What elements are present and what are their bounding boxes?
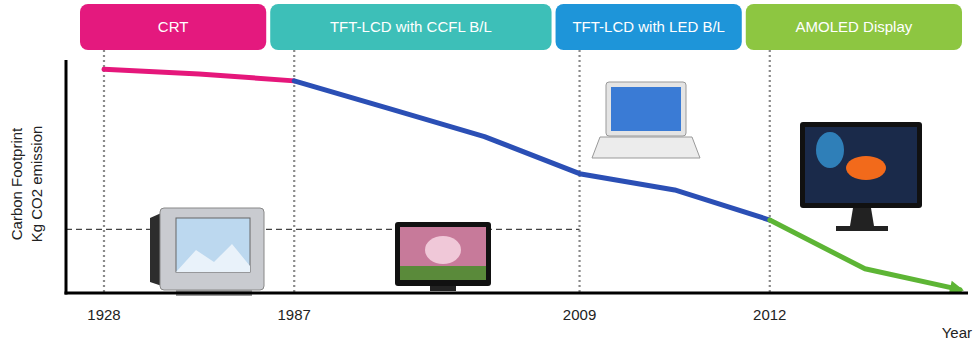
era-label: TFT-LCD with LED B/L xyxy=(572,18,725,35)
laptop-base xyxy=(592,137,700,158)
monitor-frame xyxy=(800,122,922,208)
x-axis xyxy=(65,292,969,295)
era-label-line: AMOLED Display xyxy=(796,18,913,35)
monitor-base xyxy=(836,226,888,231)
era-band xyxy=(556,4,742,50)
x-tick-label: 1928 xyxy=(87,306,120,323)
grid-line xyxy=(293,50,295,292)
device-pictures xyxy=(150,82,922,296)
data-lines xyxy=(104,69,964,294)
y-axis-title: Carbon Footprint xyxy=(8,127,25,240)
lcd-screen xyxy=(400,227,486,280)
monitor-stand xyxy=(850,208,874,226)
lcd-leaves xyxy=(400,266,486,280)
y-axis-title: Kg CO2 emission xyxy=(28,126,45,243)
y-axis xyxy=(65,60,68,295)
x-tick-label: 2009 xyxy=(563,306,596,323)
era-label-line: TFT-LCD with CCFL B/L xyxy=(330,18,492,35)
grid-line xyxy=(103,50,105,292)
series-line xyxy=(104,69,294,81)
monitor-screen xyxy=(805,127,917,203)
era-label-line: CRT xyxy=(158,18,189,35)
lcd-flower xyxy=(425,236,461,264)
era-band xyxy=(270,4,551,50)
monitor-fish xyxy=(846,156,886,180)
x-tick-label: 2012 xyxy=(753,306,786,323)
grid-line xyxy=(769,50,771,292)
crt-scene xyxy=(176,244,250,272)
era-band xyxy=(80,4,266,50)
era-label: AMOLED Display xyxy=(796,18,913,35)
lcd-stand xyxy=(430,286,456,291)
crt-screen xyxy=(176,218,250,272)
reference-line xyxy=(66,229,580,230)
x-tick-label: 1987 xyxy=(278,306,311,323)
crt-body xyxy=(160,208,264,290)
era-band xyxy=(746,4,962,50)
laptop-screen xyxy=(611,87,681,131)
era-label-line: TFT-LCD with LED B/L xyxy=(572,18,725,35)
era-label: TFT-LCD with CCFL B/L xyxy=(330,18,492,35)
era-label: CRT xyxy=(158,18,189,35)
x-axis-title: Year xyxy=(942,324,972,341)
chart: CRT TFT-LCD with CCFL B/L TFT-LCD with LED… xyxy=(0,0,978,345)
series-line xyxy=(770,220,960,290)
series-line xyxy=(294,81,770,220)
laptop-lid xyxy=(606,82,686,136)
lcd-frame xyxy=(395,222,491,286)
monitor-coral xyxy=(816,132,844,168)
